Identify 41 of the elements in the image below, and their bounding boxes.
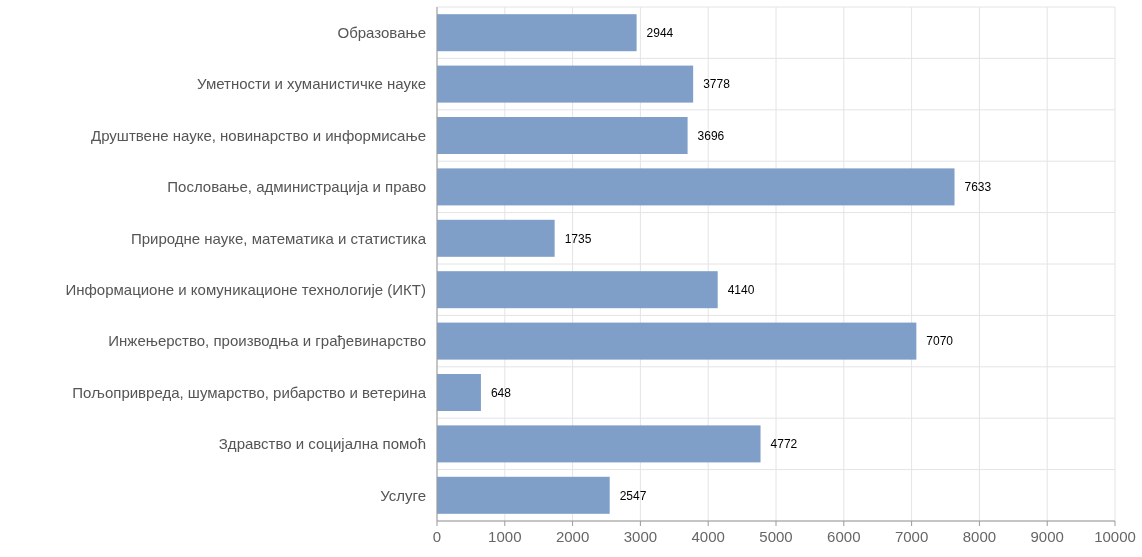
- y-tick-label: Уметности и хуманистичке науке: [197, 75, 426, 93]
- bar: [437, 425, 761, 463]
- data-label: 4140: [727, 282, 755, 297]
- data-label: 648: [490, 385, 512, 400]
- x-tick-label: 0: [432, 528, 442, 545]
- x-tick-label: 9000: [1030, 528, 1064, 545]
- data-label: 4772: [770, 437, 798, 452]
- bar: [437, 219, 555, 257]
- data-label: 3778: [703, 77, 731, 92]
- y-tick-label: Друштвене науке, новинарство и информисање: [91, 126, 426, 144]
- bar: [437, 14, 637, 52]
- bar: [437, 374, 481, 411]
- x-tick-label: 1000: [488, 528, 522, 545]
- bar: [437, 117, 688, 154]
- bar: [437, 322, 917, 360]
- y-tick-label: Образовање: [337, 23, 426, 41]
- data-label: 1735: [564, 231, 592, 246]
- y-tick-label: Пољопривреда, шумарство, рибарство и ветерина: [72, 383, 427, 401]
- x-tick-label: 8000: [962, 528, 997, 545]
- y-tick-label: Природне науке, математика и статистика: [130, 229, 427, 247]
- bar: [437, 65, 694, 103]
- y-tick-label: Информационе и комуникационе технологије (ИКТ): [65, 280, 426, 298]
- x-tick-label: 6000: [827, 528, 861, 545]
- x-tick-label: 3000: [623, 528, 658, 545]
- data-label: 2944: [646, 25, 674, 40]
- x-tick-label: 7000: [894, 528, 929, 545]
- x-tick-label: 2000: [555, 528, 590, 545]
- y-tick-label: Пословање, администрација и право: [167, 178, 426, 196]
- x-tick-label: 10000: [1094, 528, 1136, 545]
- data-label: 7070: [926, 334, 954, 349]
- data-label: 3696: [697, 128, 725, 143]
- y-tick-label: Инжењерство, производња и грађевинарство: [108, 332, 426, 350]
- data-label: 2547: [619, 488, 647, 503]
- data-label: 7633: [964, 180, 992, 195]
- x-tick-label: 4000: [691, 528, 725, 545]
- x-tick-label: 5000: [759, 528, 793, 545]
- bar: [437, 168, 955, 206]
- bar: [437, 271, 718, 309]
- y-tick-label: Услуге: [380, 486, 426, 504]
- bar: [437, 476, 610, 514]
- y-tick-label: Здравство и социјална помоћ: [218, 435, 426, 453]
